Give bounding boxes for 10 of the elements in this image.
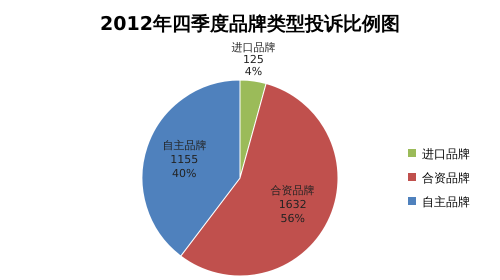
chart-title: 2012年四季度品牌类型投诉比例图	[100, 13, 400, 35]
slice-label: 进口品牌	[231, 40, 276, 54]
slice-label: 自主品牌	[162, 139, 206, 152]
legend-label: 进口品牌	[422, 147, 470, 161]
data-label: 125 4%	[242, 52, 264, 78]
legend-label: 自主品牌	[422, 195, 470, 209]
data-label: 1155 40%	[170, 153, 198, 180]
legend-label: 合资品牌	[422, 171, 470, 185]
slice-label: 合资品牌	[270, 184, 315, 198]
data-label: 1632 56%	[278, 198, 307, 226]
